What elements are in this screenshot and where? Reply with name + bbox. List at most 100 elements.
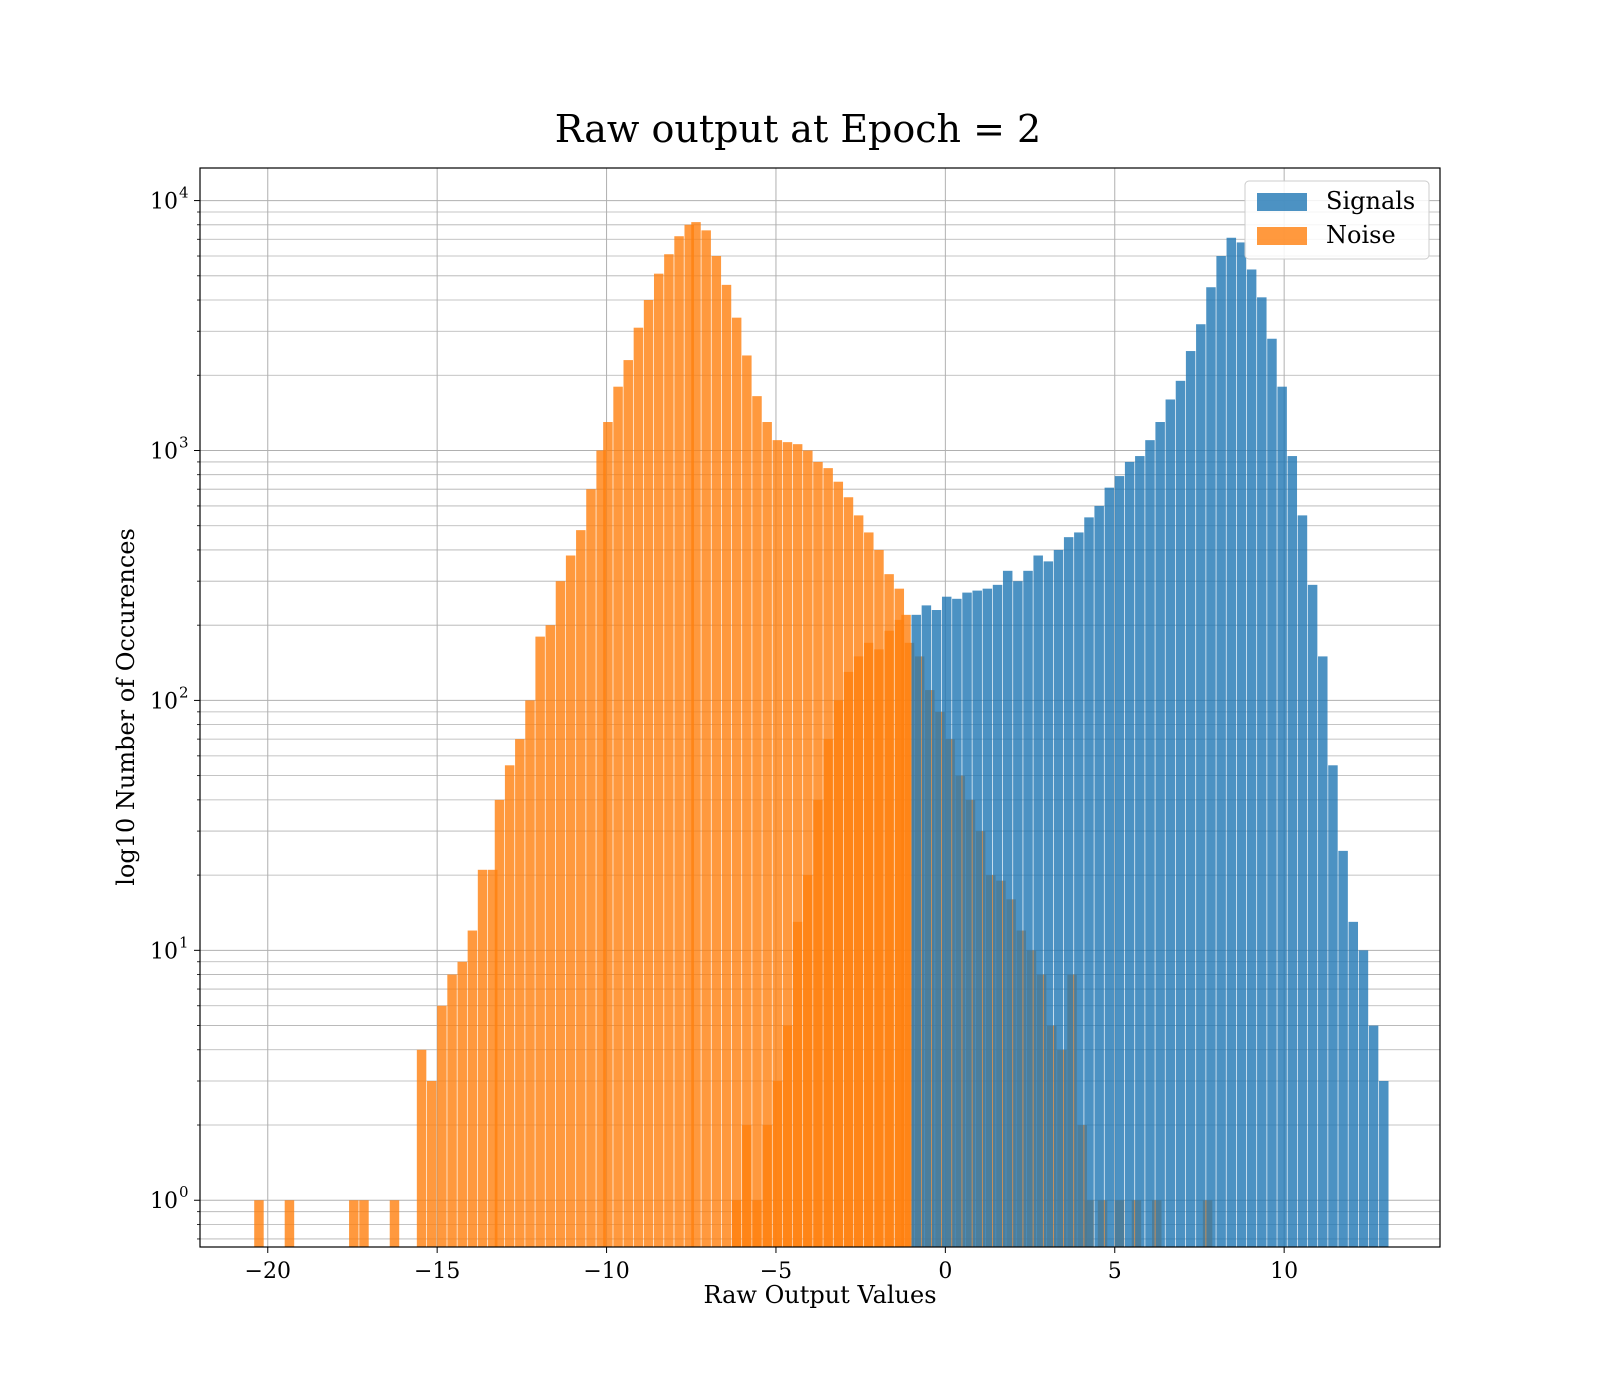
x-tick-label: 5	[1108, 1259, 1122, 1284]
bar-noise	[623, 360, 633, 1248]
bar-noise	[894, 619, 905, 1247]
plot-frame	[199, 167, 1441, 1248]
bar-signals	[962, 592, 972, 1247]
bar-noise	[389, 1200, 400, 1247]
bar-signals	[1307, 584, 1318, 1247]
bar-noise	[555, 581, 566, 1247]
bar-noise	[782, 442, 793, 1247]
bar-signals	[1297, 515, 1308, 1247]
bar-noise	[447, 974, 457, 1247]
bar-noise	[762, 1125, 772, 1247]
bar-signals	[1165, 399, 1176, 1248]
bar-signals	[1013, 581, 1023, 1247]
y-tick-label: 10	[150, 1189, 178, 1214]
bar-noise	[803, 875, 813, 1247]
bar-noise	[742, 355, 752, 1248]
bar-noise	[643, 300, 654, 1247]
bar-signals	[1236, 242, 1247, 1247]
y-tick-label: 10	[150, 190, 178, 215]
y-tick-exponent: 2	[179, 683, 189, 701]
bar-signals	[1094, 505, 1104, 1247]
bar-noise	[515, 739, 525, 1247]
bar-signals	[1379, 1081, 1389, 1247]
bar-noise	[803, 450, 813, 1247]
bar-signals	[1206, 287, 1216, 1247]
bar-signals	[1074, 532, 1084, 1247]
bar-noise	[487, 869, 498, 1247]
bar-noise	[782, 1025, 793, 1247]
legend-swatch-noise	[1257, 227, 1307, 245]
bar-noise	[823, 739, 833, 1247]
y-tick-exponent: 4	[179, 184, 189, 202]
x-tick-label: 10	[1270, 1259, 1298, 1284]
bar-signals	[931, 610, 942, 1247]
legend-label-noise: Noise	[1326, 221, 1396, 249]
bar-noise	[633, 327, 644, 1247]
bar-noise	[349, 1200, 359, 1247]
bar-noise	[691, 222, 701, 1248]
bar-noise	[792, 444, 803, 1247]
x-tick-label: −5	[760, 1259, 792, 1284]
bar-noise	[674, 236, 684, 1248]
bar-signals	[1124, 461, 1135, 1247]
bar-noise	[742, 1125, 752, 1247]
y-axis-label: log10 Number of Occurences	[112, 528, 140, 886]
series-signals	[911, 237, 1389, 1248]
bar-signals	[1368, 1025, 1379, 1247]
bar-noise	[603, 422, 613, 1247]
bar-noise	[565, 555, 576, 1247]
bar-signals	[992, 584, 1003, 1247]
y-tick-label: 10	[150, 939, 178, 964]
bar-signals	[1084, 517, 1094, 1247]
bar-noise	[792, 921, 803, 1247]
bar-noise	[467, 930, 478, 1247]
x-tick-label: −15	[414, 1259, 460, 1284]
bar-noise	[874, 649, 884, 1247]
bar-signals	[1358, 950, 1369, 1247]
bar-noise	[701, 230, 711, 1248]
bar-noise	[664, 254, 674, 1248]
bar-noise	[833, 700, 844, 1247]
bar-noise	[684, 224, 694, 1248]
bar-signals	[1104, 487, 1115, 1247]
chart-title: Raw output at Epoch = 2	[555, 107, 1041, 151]
bar-noise	[457, 961, 467, 1247]
bar-noise	[359, 1200, 369, 1247]
bar-signals	[1348, 921, 1359, 1247]
bar-noise	[477, 869, 488, 1247]
bar-signals	[921, 605, 932, 1247]
bar-signals	[952, 598, 962, 1247]
bar-signals	[1043, 561, 1054, 1247]
bar-noise	[904, 642, 915, 1247]
bar-noise	[586, 489, 596, 1247]
bar-signals	[1338, 850, 1348, 1247]
bar-noise	[752, 396, 762, 1247]
bar-noise	[504, 765, 515, 1247]
bar-noise	[884, 630, 894, 1247]
bar-noise	[613, 386, 623, 1247]
bar-noise	[762, 422, 772, 1247]
bar-noise	[752, 1200, 762, 1247]
bar-noise	[416, 1049, 427, 1247]
bar-noise	[596, 450, 606, 1247]
bar-signals	[1277, 386, 1287, 1247]
bar-noise	[254, 1200, 264, 1247]
x-tick-label: −20	[245, 1259, 291, 1284]
legend: Signals Noise	[1244, 180, 1430, 260]
bar-signals	[1216, 256, 1226, 1247]
legend-label-signals: Signals	[1326, 187, 1415, 215]
y-tick-label: 10	[150, 689, 178, 714]
bar-signals	[1175, 380, 1186, 1248]
bar-signals	[1114, 476, 1125, 1248]
bar-signals	[1135, 456, 1145, 1247]
x-axis-label: Raw Output Values	[703, 1281, 936, 1309]
bar-signals	[941, 596, 952, 1247]
bar-noise	[426, 1081, 437, 1247]
bar-signals	[1246, 269, 1257, 1248]
bar-signals	[1257, 297, 1267, 1248]
bar-signals	[982, 588, 993, 1247]
bar-signals	[1023, 570, 1033, 1247]
bar-signals	[1328, 765, 1338, 1247]
